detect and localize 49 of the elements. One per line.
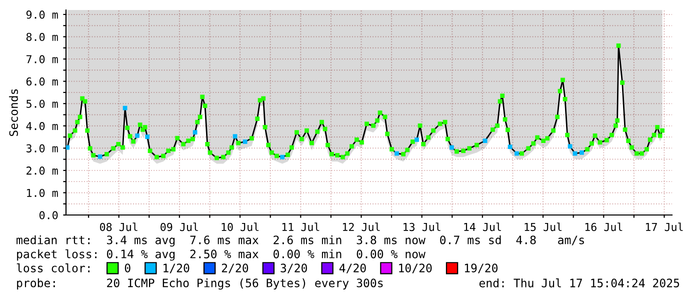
point (280, 154, 285, 160)
legend-label: 1/20 (164, 264, 190, 274)
x-tick-label: 10 Jul (222, 222, 259, 232)
y-tick-label: 3.0 m (26, 144, 58, 152)
x-tick-label: 13 Jul (404, 222, 440, 232)
point (580, 150, 584, 155)
text: probe: 20 ICMP Echo Pings (56 Bytes) every 300s (17, 278, 383, 290)
point (66, 145, 70, 150)
x-tick-label: 08 Jul (100, 222, 138, 232)
y-tick-label: 9.0 m (26, 10, 58, 19)
point (192, 130, 198, 135)
y-tick-label: 2.0 m (26, 166, 58, 175)
y-tick-label: 8.0 m (26, 32, 58, 42)
legend-label: 10/20 (399, 264, 432, 274)
point (482, 138, 488, 143)
point (98, 154, 102, 159)
y-tick-label: 5.0 m (26, 100, 58, 108)
x-tick-label: 15 Jul (524, 222, 562, 232)
y-tick-label: 7.0 m (26, 55, 58, 64)
y-tick-label: 4.0 m (26, 122, 58, 130)
legend-label: 0 (124, 264, 130, 272)
point (135, 133, 140, 138)
y-tick-label: 0.0 (40, 211, 58, 220)
y-tick-label: 6.0 m (26, 77, 58, 86)
x-tick-label: 14 Jul (464, 222, 501, 232)
point (508, 144, 512, 150)
point (145, 134, 150, 139)
x-tick-label: 17 Jul (646, 222, 683, 232)
text: end: Thu Jul 17 15:04:24 2025 (479, 278, 680, 288)
legend-label: 4/20 (339, 264, 366, 274)
y-axis-title: Seconds (9, 89, 18, 136)
x-tick-label: 12 Jul (342, 222, 380, 232)
point (232, 134, 238, 139)
point (514, 151, 519, 156)
legend-label: 19/20 (464, 264, 498, 274)
point (394, 151, 399, 156)
point (242, 139, 248, 144)
text: packet loss: 0.14 % avg 2.50 % max 0.00 % min 0.00 % now (17, 249, 426, 261)
point (450, 145, 454, 150)
point (568, 144, 572, 149)
y-tick-label: 1.0 m (27, 188, 58, 198)
x-tick-label: 09 Jul (160, 222, 198, 232)
legend-label: 3/20 (280, 264, 307, 274)
x-tick-label: 11 Jul (282, 222, 320, 232)
x-tick-label: 16 Jul (585, 222, 622, 232)
text: median rtt: 3.4 ms avg 7.6 ms max 2.6 ms min 3.8 ms now 0.7 ms sd 4.8 am/s (16, 235, 584, 247)
legend-title: loss color: (16, 263, 90, 272)
point (414, 137, 419, 142)
legend-label: 2/20 (222, 264, 248, 274)
